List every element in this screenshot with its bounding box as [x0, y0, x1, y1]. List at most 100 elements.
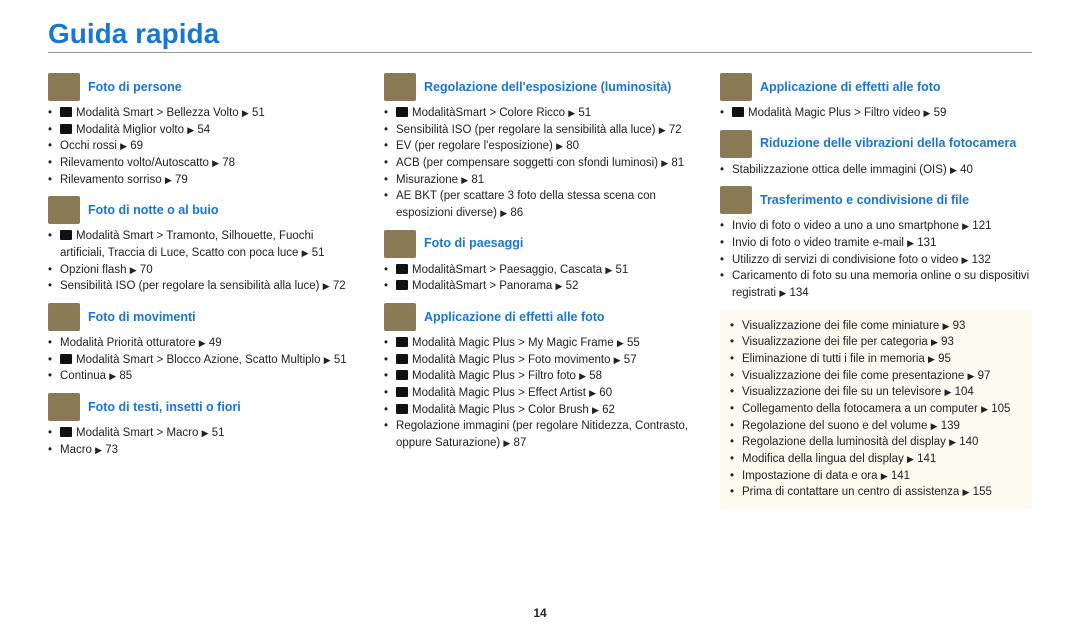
- page-ref[interactable]: 54: [197, 124, 210, 136]
- page-ref-arrow-icon: ▶: [500, 208, 507, 218]
- page-ref[interactable]: 104: [955, 386, 974, 398]
- page-ref[interactable]: 51: [212, 427, 225, 439]
- page-ref[interactable]: 134: [789, 287, 808, 299]
- page-ref[interactable]: 139: [941, 420, 960, 432]
- list-item: Continua ▶ 85: [48, 368, 360, 385]
- list-item: Modalità Priorità otturatore ▶ 49: [48, 335, 360, 352]
- item-text: Eliminazione di tutti i file in memoria: [742, 353, 925, 365]
- page-ref[interactable]: 60: [599, 387, 612, 399]
- item-text: Modalità Smart > Tramonto, Silhouette, F…: [60, 230, 313, 259]
- list-item: Rilevamento volto/Autoscatto ▶ 78: [48, 155, 360, 172]
- list-item: Modalità Smart > Tramonto, Silhouette, F…: [48, 228, 360, 261]
- page-ref[interactable]: 121: [972, 220, 991, 232]
- page-ref-arrow-icon: ▶: [199, 338, 206, 348]
- page-ref[interactable]: 141: [891, 470, 910, 482]
- page-ref[interactable]: 79: [175, 174, 188, 186]
- page-ref[interactable]: 85: [119, 370, 132, 382]
- page-ref[interactable]: 155: [973, 486, 992, 498]
- section-thumb-icon: [48, 393, 80, 421]
- item-text: Modalità Magic Plus > My Magic Frame: [412, 337, 614, 349]
- page-ref[interactable]: 40: [960, 164, 973, 176]
- list-item: Sensibilità ISO (per regolare la sensibi…: [48, 278, 360, 295]
- list-item: Visualizzazione dei file come miniature …: [730, 318, 1022, 335]
- section-head: Foto di testi, insetti o fiori: [48, 393, 360, 421]
- page-ref-arrow-icon: ▶: [589, 388, 596, 398]
- list-item: Modalità Magic Plus > Color Brush ▶ 62: [384, 402, 696, 419]
- page-ref[interactable]: 93: [941, 336, 954, 348]
- column-3: Applicazione di effetti alle fotoModalit…: [720, 67, 1032, 509]
- item-text: ModalitàSmart > Panorama: [412, 280, 552, 292]
- item-text: Visualizzazione dei file come miniature: [742, 320, 939, 332]
- page-ref-arrow-icon: ▶: [779, 288, 786, 298]
- item-text: Stabilizzazione ottica delle immagini (O…: [732, 164, 947, 176]
- page-ref-arrow-icon: ▶: [242, 108, 249, 118]
- page-ref[interactable]: 72: [333, 280, 346, 292]
- list-item: Modalità Magic Plus > My Magic Frame ▶ 5…: [384, 335, 696, 352]
- item-text: EV (per regolare l'esposizione): [396, 140, 553, 152]
- page-ref[interactable]: 49: [209, 337, 222, 349]
- page-ref-arrow-icon: ▶: [928, 354, 935, 364]
- page-ref[interactable]: 78: [222, 157, 235, 169]
- section-head: Foto di notte o al buio: [48, 196, 360, 224]
- page-ref[interactable]: 51: [312, 247, 325, 259]
- page-ref[interactable]: 57: [624, 354, 637, 366]
- item-text: Misurazione: [396, 174, 458, 186]
- item-list: ModalitàSmart > Colore Ricco ▶ 51Sensibi…: [384, 105, 696, 222]
- page-ref[interactable]: 81: [471, 174, 484, 186]
- title-rule: [48, 52, 1032, 53]
- list-item: Sensibilità ISO (per regolare la sensibi…: [384, 122, 696, 139]
- list-item: Regolazione immagini (per regolare Nitid…: [384, 418, 696, 451]
- page-ref[interactable]: 132: [972, 254, 991, 266]
- item-list: Modalità Smart > Macro ▶ 51Macro ▶ 73: [48, 425, 360, 458]
- item-text: Macro: [60, 444, 92, 456]
- item-text: Collegamento della fotocamera a un compu…: [742, 403, 978, 415]
- page-ref[interactable]: 140: [959, 436, 978, 448]
- page-ref[interactable]: 72: [669, 124, 682, 136]
- section-thumb-icon: [48, 196, 80, 224]
- item-text: Modalità Magic Plus > Filtro foto: [412, 370, 576, 382]
- item-text: Utilizzo di servizi di condivisione foto…: [732, 254, 958, 266]
- page-ref[interactable]: 51: [334, 354, 347, 366]
- page-ref[interactable]: 95: [938, 353, 951, 365]
- list-item: Impostazione di data e ora ▶ 141: [730, 468, 1022, 485]
- list-item: Visualizzazione dei file per categoria ▶…: [730, 334, 1022, 351]
- page-ref[interactable]: 62: [602, 404, 615, 416]
- list-item: Caricamento di foto su una memoria onlin…: [720, 268, 1032, 301]
- page-ref-arrow-icon: ▶: [931, 421, 938, 431]
- page-ref[interactable]: 93: [953, 320, 966, 332]
- page-ref[interactable]: 131: [917, 237, 936, 249]
- page-ref[interactable]: 81: [671, 157, 684, 169]
- item-text: Modalità Magic Plus > Foto movimento: [412, 354, 610, 366]
- list-item: Visualizzazione dei file come presentazi…: [730, 368, 1022, 385]
- mode-icon: [396, 404, 408, 414]
- page-ref[interactable]: 52: [566, 280, 579, 292]
- page-ref[interactable]: 105: [991, 403, 1010, 415]
- page-ref[interactable]: 69: [130, 140, 143, 152]
- page-ref[interactable]: 86: [510, 207, 523, 219]
- page-ref[interactable]: 80: [566, 140, 579, 152]
- section-title: Riduzione delle vibrazioni della fotocam…: [760, 136, 1016, 151]
- page-ref-arrow-icon: ▶: [324, 355, 331, 365]
- list-item: ModalitàSmart > Panorama ▶ 52: [384, 278, 696, 295]
- item-text: Prima di contattare un centro di assiste…: [742, 486, 959, 498]
- page-ref[interactable]: 51: [252, 107, 265, 119]
- mode-icon: [60, 107, 72, 117]
- page-ref[interactable]: 58: [589, 370, 602, 382]
- page-ref-arrow-icon: ▶: [95, 445, 102, 455]
- page-ref[interactable]: 55: [627, 337, 640, 349]
- mode-icon: [396, 354, 408, 364]
- page-ref[interactable]: 70: [140, 264, 153, 276]
- page-ref[interactable]: 141: [917, 453, 936, 465]
- page-ref-arrow-icon: ▶: [614, 355, 621, 365]
- section-title: Foto di movimenti: [88, 310, 196, 325]
- page-ref[interactable]: 51: [578, 107, 591, 119]
- page-ref[interactable]: 51: [616, 264, 629, 276]
- page-ref[interactable]: 87: [514, 437, 527, 449]
- page-ref[interactable]: 97: [978, 370, 991, 382]
- page-ref-arrow-icon: ▶: [461, 175, 468, 185]
- page-ref[interactable]: 59: [934, 107, 947, 119]
- list-item: EV (per regolare l'esposizione) ▶ 80: [384, 138, 696, 155]
- list-item: Invio di foto o video a uno a uno smartp…: [720, 218, 1032, 235]
- page-ref-arrow-icon: ▶: [605, 265, 612, 275]
- page-ref[interactable]: 73: [105, 444, 118, 456]
